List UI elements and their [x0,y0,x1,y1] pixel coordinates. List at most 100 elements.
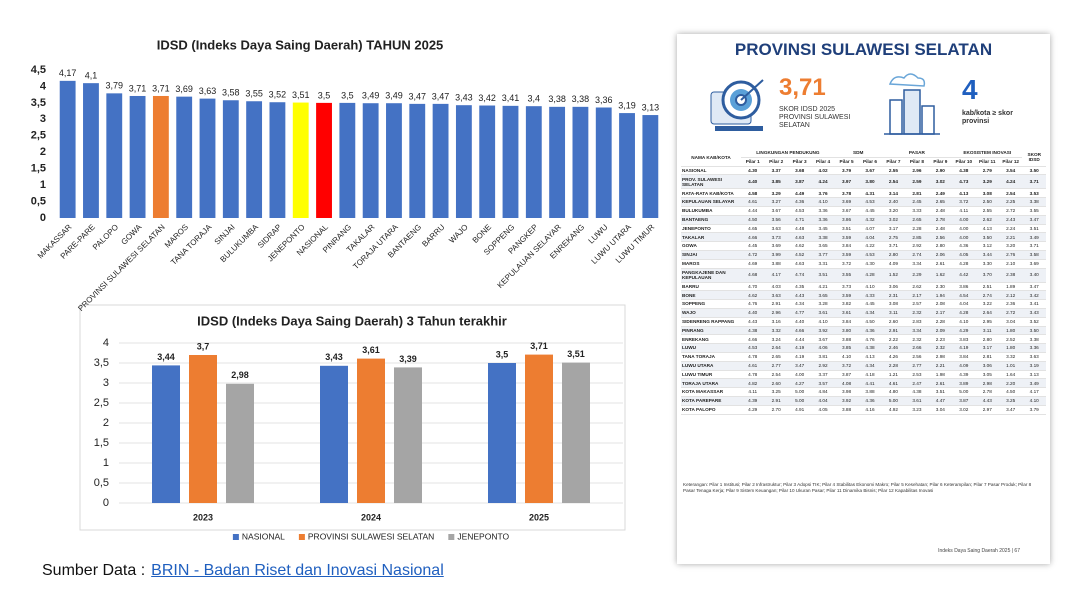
cell: 4.22 [858,241,882,251]
cell: 3.37 [811,370,835,380]
cell: 4.10 [811,197,835,207]
table-row: PINRANG 4.38 3.32 4.66 3.92 3.80 4.36 2.91 3.34 2… [681,326,1046,336]
cell: 2.80 [881,250,906,260]
cell: 2.56 [905,352,929,362]
table-row: ENREKANG 4.66 3.24 4.44 3.67 3.88 4.76 2.22 2.32… [681,334,1046,345]
source-link[interactable]: BRIN - Badan Riset dan Inovasi Nasional [151,562,444,579]
score-table: NAMA KAB/KOTA LINGKUNGAN PENDUKUNG SDM PASA… [681,149,1046,415]
cell: 2.65 [764,352,788,362]
cell: 4.72 [741,250,765,260]
cell: 4.10 [811,317,835,327]
row-name: PINRANG [681,326,741,336]
value-label: 3,79 [106,81,124,91]
cell: 4.38 [905,387,929,397]
cell: 3.99 [764,250,788,260]
cell: 4.30 [858,259,882,269]
bar [362,103,379,218]
cell: 2.40 [881,197,906,207]
bar [106,93,123,218]
cell: 3.84 [834,317,859,327]
value-label: 3,71 [530,341,548,351]
cell: 3.32 [998,352,1023,362]
row-name: SINJAI [681,250,741,260]
target-icon [710,79,764,131]
table-row: BULUKUMBA 4.44 3.67 4.53 3.36 3.67 4.45 3.20 3.3… [681,206,1046,216]
y-tick-label: 0 [103,497,109,509]
row-name: KOTA MAKASSAR [681,387,741,397]
row-name: BANTAENG [681,215,741,225]
cell: 4.44 [741,206,765,216]
cell: 3.83 [952,334,976,345]
cell: 3.72 [834,259,859,269]
cell: 4.28 [952,308,976,318]
cell: 2.12 [998,290,1023,301]
row-name: LUWU TIMUR [681,370,741,380]
group-header: SDM [834,149,882,158]
value-label: 3,7 [197,341,210,351]
cell: 4.30 [741,166,765,176]
cell: 3.33 [905,206,929,216]
table-row: TANA TORAJA 4.78 2.65 4.19 3.81 4.10 4.13 4.26 2… [681,352,1046,362]
table-row: LUWU 4.53 2.64 4.19 4.06 3.85 4.38 2.46 2.66 2.32… [681,343,1046,353]
cell: 4.71 [787,215,812,225]
cell: 4.05 [811,405,835,415]
row-name: SIDENRENG RAPPANG [681,317,741,327]
cell: 1.64 [998,370,1023,380]
cell: 3.53 [1022,188,1046,199]
cell: 4.36 [858,396,882,406]
cell: 4.11 [741,387,765,397]
column-header: Pilar 4 [811,157,835,167]
table-row: PANGKAJENE DAN KEPULAUAN 4.68 4.17 4.74 3.51… [681,268,1046,283]
cell: 3.45 [811,224,835,234]
table-row: KOTA MAKASSAR 4.11 3.25 5.00 4.84 3.98 3.88 4.8… [681,387,1046,397]
cell: 4.40 [741,308,765,318]
cell: 4.80 [881,387,906,397]
cell: 2.77 [764,361,788,371]
table-row: KOTA PAREPARE 4.39 2.91 5.00 4.04 3.92 4.36 5.0… [681,396,1046,406]
y-tick-label: 3 [40,113,46,125]
cell: 3.51 [1022,224,1046,234]
cell: 3.98 [834,387,859,397]
cell: 2.72 [998,206,1023,216]
column-header: Pilar 1 [741,157,765,167]
cell: 3.52 [1022,317,1046,327]
y-tick-label: 4 [40,80,47,92]
cell: 3.65 [811,290,835,301]
x-tick-label: 2024 [361,512,381,522]
cell: 2.09 [928,326,953,336]
cell: 4.02 [811,166,835,176]
y-tick-label: 1,5 [31,163,46,175]
cell: 3.59 [834,290,859,301]
cell: 3.88 [834,405,859,415]
cell: 2.17 [905,290,929,301]
cell: 3.54 [998,166,1023,176]
cell: 3.87 [834,370,859,380]
y-tick-label: 3,5 [94,357,109,369]
bar [488,363,516,503]
cell: 4.13 [975,224,999,234]
cell: 2.06 [928,250,953,260]
cell: 3.41 [1022,299,1046,309]
cell: 4.26 [881,352,906,362]
cell: 3.84 [834,241,859,251]
cell: 4.06 [811,343,835,353]
x-tick-label: 2025 [529,512,549,522]
bar [339,102,356,218]
cell: 2.98 [975,378,999,389]
bar [394,367,422,503]
value-label: 3,63 [199,86,217,96]
cell: 3.61 [811,308,835,318]
cell: 4.53 [858,250,882,260]
y-tick-label: 1 [40,179,46,191]
cell: 4.34 [858,361,882,371]
row-name: LUWU [681,343,741,353]
cell: 1.62 [928,268,953,283]
cell: 4.27 [787,378,812,389]
cell: 3.57 [811,378,835,389]
cell: 3.40 [1022,268,1046,283]
y-tick-label: 1 [103,457,109,469]
value-label: 3,55 [245,89,263,99]
cell: 4.91 [787,405,812,415]
y-tick-label: 4 [103,337,109,349]
row-name: TORAJA UTARA [681,378,741,389]
